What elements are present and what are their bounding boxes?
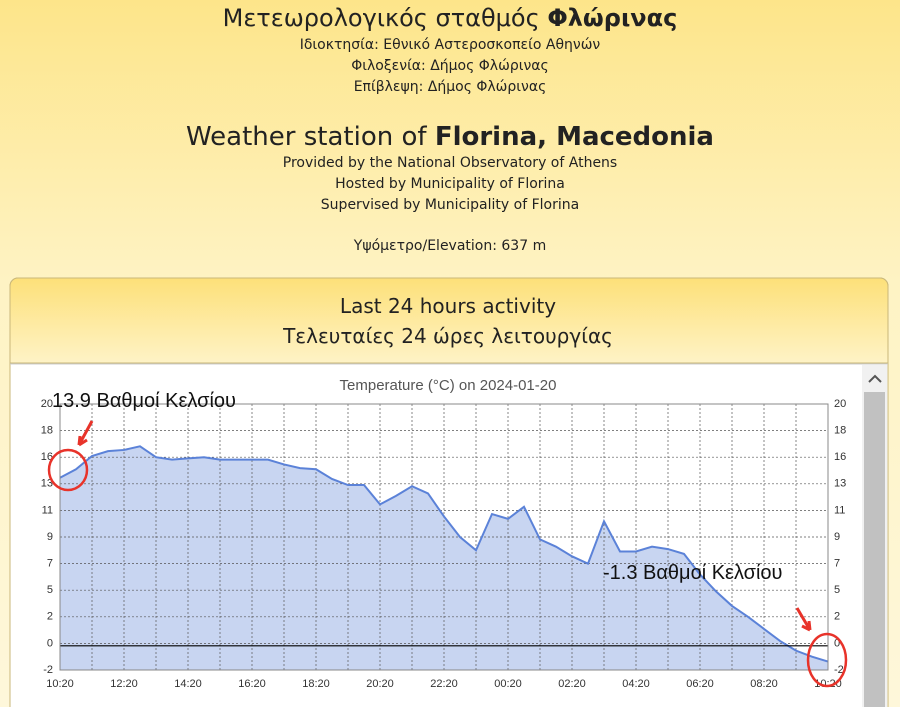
x-tick-label: 10:20: [814, 678, 842, 690]
y-tick-label: 11: [42, 504, 53, 516]
x-tick-label: 12:20: [110, 678, 138, 690]
annotation: 13.9 Βαθμοί Κελσίου: [52, 390, 236, 412]
x-tick-label: 08:20: [750, 678, 778, 690]
scroll-up[interactable]: [868, 374, 882, 383]
y-tick-label: 18: [41, 425, 53, 437]
greek-title-text: Μετεωρολογικός σταθμός: [223, 4, 540, 32]
y2-tick-label: -2: [834, 664, 844, 676]
y2-tick-label: 0: [834, 637, 840, 649]
y-tick-label: 0: [47, 637, 53, 649]
panel-header: [9, 277, 889, 364]
y2-tick-label: 16: [834, 451, 846, 463]
x-tick-label: 02:20: [558, 678, 586, 690]
line: [59, 445, 829, 663]
y2-tick-label: 20: [834, 398, 846, 410]
elevation: Υψόμετρο/Elevation: 637 m: [353, 238, 546, 254]
panel-title: Last 24 hours activity: [340, 294, 556, 318]
x-tick-label: 18:20: [302, 678, 330, 690]
english-line: Supervised by Municipality of Florina: [321, 197, 579, 213]
x-tick-label: 16:20: [238, 678, 266, 690]
y-tick-label: -2: [43, 664, 53, 676]
greek-line: Ιδιοκτησία: Εθνικό Αστεροσκοπείο Αθηνών: [300, 37, 601, 53]
y2-tick-label: 5: [834, 584, 840, 596]
area-fill: [60, 446, 828, 670]
y2-tick-label: 13: [834, 478, 846, 490]
x-tick-label: 22:20: [430, 678, 458, 690]
y2-tick-label: 7: [834, 558, 840, 570]
highlight-circle: [47, 448, 89, 492]
chart-title: Temperature (°C) on 2024-01-20: [340, 377, 557, 394]
x-tick-label: 04:20: [622, 678, 650, 690]
x-tick-label: 14:20: [174, 678, 202, 690]
greek-line: Επίβλεψη: Δήμος Φλώρινας: [354, 79, 547, 95]
annotation: -1.3 Βαθμοί Κελσίου: [603, 562, 783, 584]
scrollbar-thumb[interactable]: [864, 392, 885, 707]
y2-tick-label: 2: [834, 611, 840, 623]
y-tick-label: 13: [41, 478, 53, 490]
greek-title: Μετεωρολογικός σταθμός Φλώρινας: [223, 4, 678, 32]
y-tick-label: 16: [41, 451, 53, 463]
y2-tick-label: 9: [834, 531, 840, 543]
y-tick-label: 7: [47, 558, 53, 570]
x-tick-label: 00:20: [494, 678, 522, 690]
y-tick-label: 5: [47, 584, 53, 596]
arrow: [795, 607, 812, 632]
greek-line: Φιλοξενία: Δήμος Φλώρινας: [351, 58, 548, 74]
greek-title-bold: Φλώρινας: [547, 4, 677, 32]
english-title: Weather station of Florina, Macedonia: [186, 122, 714, 152]
y-tick-label: 9: [47, 531, 53, 543]
x-tick-label: 06:20: [686, 678, 714, 690]
english-title-bold: Florina, Macedonia: [435, 122, 714, 152]
english-line: Provided by the National Observatory of …: [283, 155, 617, 171]
highlight-circle: [806, 632, 848, 688]
x-tick-label: 20:20: [366, 678, 394, 690]
english-title-text: Weather station of: [186, 122, 427, 152]
y-tick-label: 20: [41, 398, 53, 410]
panel-subtitle: Τελευταίες 24 ώρες λειτουργίας: [282, 324, 613, 348]
y-tick-label: 2: [47, 611, 53, 623]
y2-tick-label: 18: [834, 425, 846, 437]
english-line: Hosted by Municipality of Florina: [335, 176, 565, 192]
plot-border: [59, 403, 829, 671]
arrow: [77, 420, 94, 447]
y2-tick-label: 11: [834, 504, 845, 516]
x-tick-label: 10:20: [46, 678, 74, 690]
